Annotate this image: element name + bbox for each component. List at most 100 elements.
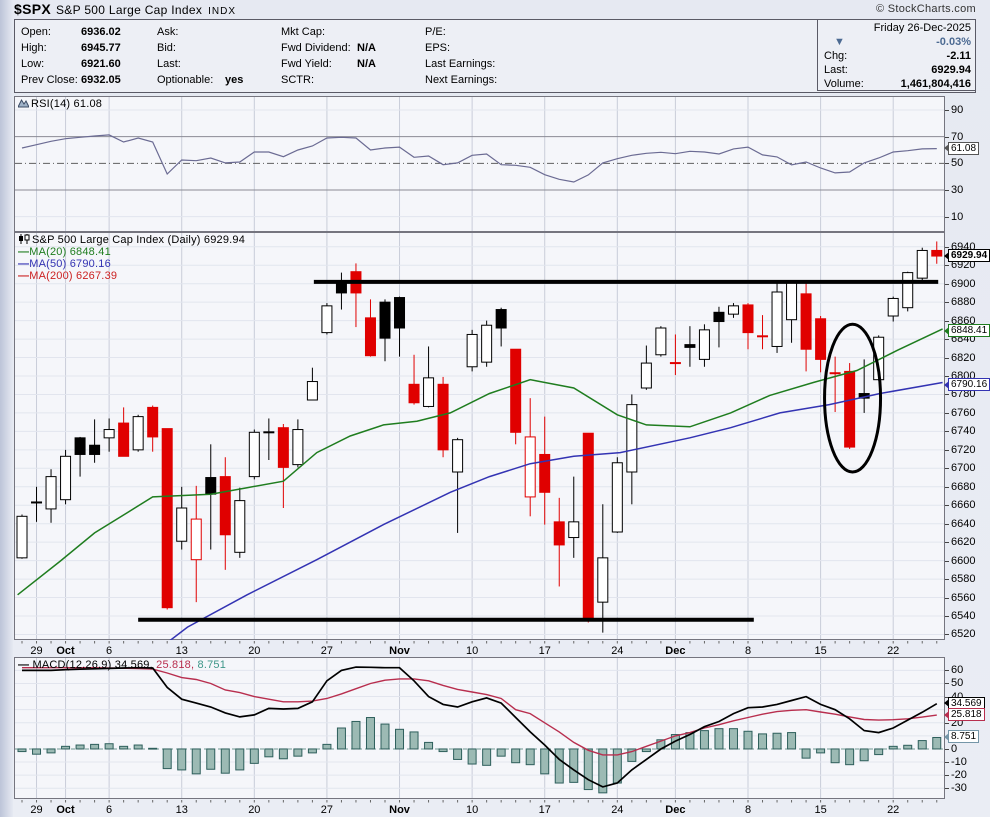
candle-body — [321, 305, 333, 334]
hist-bar — [46, 748, 56, 754]
change-row: Chg: -2.11 — [822, 49, 971, 63]
y-axis-label: 6820 — [951, 351, 976, 364]
quote-value: N/A — [357, 42, 376, 54]
hist-bar — [554, 748, 564, 784]
hist-bar — [772, 732, 782, 750]
quote-label: Last: — [157, 58, 181, 70]
y-axis-tick — [945, 542, 949, 544]
hist-bar — [75, 744, 85, 750]
quote-label: Ask: — [157, 26, 179, 38]
date-axis-main-svg: 29 Oct 6 13 20 27 Nov 10 17 24 Dec 8 15 22 — [21, 641, 938, 657]
x-tick-label: 29 — [30, 804, 42, 816]
hist-bar — [816, 748, 826, 754]
quote-row: Bid: — [157, 40, 243, 56]
candle-body — [655, 327, 667, 356]
macd-plot — [14, 657, 945, 799]
last-value-box: 61.08 — [943, 141, 980, 155]
candles-group — [16, 241, 943, 633]
quote-column: P/E: EPS: Last Earnings: Next Earnings: — [425, 24, 497, 88]
candle-body — [698, 329, 710, 360]
hist-bar — [627, 748, 637, 762]
candle-body — [582, 432, 594, 619]
quote-label: EPS: — [425, 42, 451, 54]
quote-label: Optionable: — [157, 74, 214, 86]
candle-body — [902, 272, 914, 309]
hist-bar — [728, 728, 738, 750]
y-axis-label: 70 — [951, 130, 964, 143]
hist-bar — [380, 723, 390, 750]
last-value-box: 6790.16 — [943, 378, 990, 392]
rsi-line — [21, 134, 937, 183]
quote-label: Last Earnings: — [425, 58, 496, 70]
candle-body — [205, 477, 217, 495]
quote-label: Fwd Dividend: — [281, 42, 351, 54]
hist-bar — [424, 741, 434, 750]
x-tick-label: 20 — [248, 645, 260, 657]
rsi-plot — [14, 96, 945, 232]
candle-body — [248, 431, 260, 478]
quote-value: 6932.05 — [81, 74, 121, 86]
y-axis-tick — [945, 762, 949, 764]
hist-bar — [699, 730, 709, 750]
hist-bar — [17, 748, 27, 753]
last-row: Last: 6929.94 — [822, 63, 971, 77]
candle-body — [510, 348, 522, 433]
candle-body — [815, 318, 827, 360]
candle-body — [379, 301, 391, 339]
hist-bar — [743, 730, 753, 750]
y-axis-label: -10 — [951, 756, 967, 769]
y-axis-tick — [945, 616, 949, 617]
last-value-box: 6848.41 — [943, 324, 990, 338]
quote-label: Fwd Yield: — [281, 58, 332, 70]
volume-row: Volume: 1,461,804,416 — [822, 77, 971, 91]
y-axis-tick — [945, 468, 949, 470]
hist-bar — [32, 748, 42, 755]
hist-bar — [395, 728, 405, 750]
y-axis-label: 6660 — [951, 499, 976, 512]
macd-histogram-group — [17, 717, 942, 794]
y-axis-tick — [945, 523, 949, 525]
y-axis-label: 6740 — [951, 425, 976, 438]
hist-bar — [801, 748, 811, 759]
y-axis-tick — [945, 412, 949, 414]
y-axis-label: 60 — [951, 664, 964, 677]
stockcharts-copyright-link[interactable]: © StockCharts.com — [875, 3, 976, 15]
y-axis-label: 6520 — [951, 628, 976, 641]
quote-row: Low: 6921.60 — [21, 56, 121, 72]
hist-bar — [235, 748, 245, 771]
quote-column: Ask: Bid: Last: Optionable: yes — [157, 24, 243, 88]
ellipse-annotation — [823, 322, 883, 474]
hist-bar — [191, 748, 201, 775]
quote-date: Friday 26-Dec-2025 — [873, 22, 971, 34]
y-axis-label: 6760 — [951, 406, 976, 419]
candle-body — [611, 462, 623, 533]
x-tick-label: 13 — [176, 645, 188, 657]
ma50-line — [169, 381, 943, 640]
hist-bar — [758, 733, 768, 750]
macd-signal-line — [22, 666, 937, 756]
quote-row: Mkt Cap: — [281, 24, 376, 40]
candle-body — [568, 521, 580, 539]
symbol-name: S&P 500 Large Cap Index — [56, 3, 203, 17]
x-tick-label: 29 — [30, 645, 42, 657]
quote-label: SCTR: — [281, 74, 314, 86]
y-axis-tick — [945, 394, 949, 396]
x-tick-label: 15 — [814, 804, 826, 816]
hist-bar — [336, 727, 346, 750]
candle-body — [219, 476, 231, 536]
x-tick-label: 6 — [106, 804, 112, 816]
candle-body — [771, 291, 783, 347]
y-axis-tick — [945, 216, 949, 218]
y-axis-label: 6880 — [951, 296, 976, 309]
hist-bar — [714, 728, 724, 750]
candle-body — [481, 324, 493, 363]
candle-body — [931, 249, 943, 257]
y-axis-label: 6600 — [951, 554, 976, 567]
candle-body — [495, 309, 507, 329]
x-tick-label: 27 — [321, 645, 333, 657]
x-tick-label: 8 — [745, 645, 751, 657]
rsi-panel: RSI(14) 61.08 — [14, 96, 945, 232]
hist-bar — [787, 732, 797, 750]
quote-row: Prev Close: 6932.05 — [21, 72, 121, 88]
quote-column: Open: 6936.02 High: 6945.77 Low: 6921.60 Prev … — [21, 24, 121, 88]
